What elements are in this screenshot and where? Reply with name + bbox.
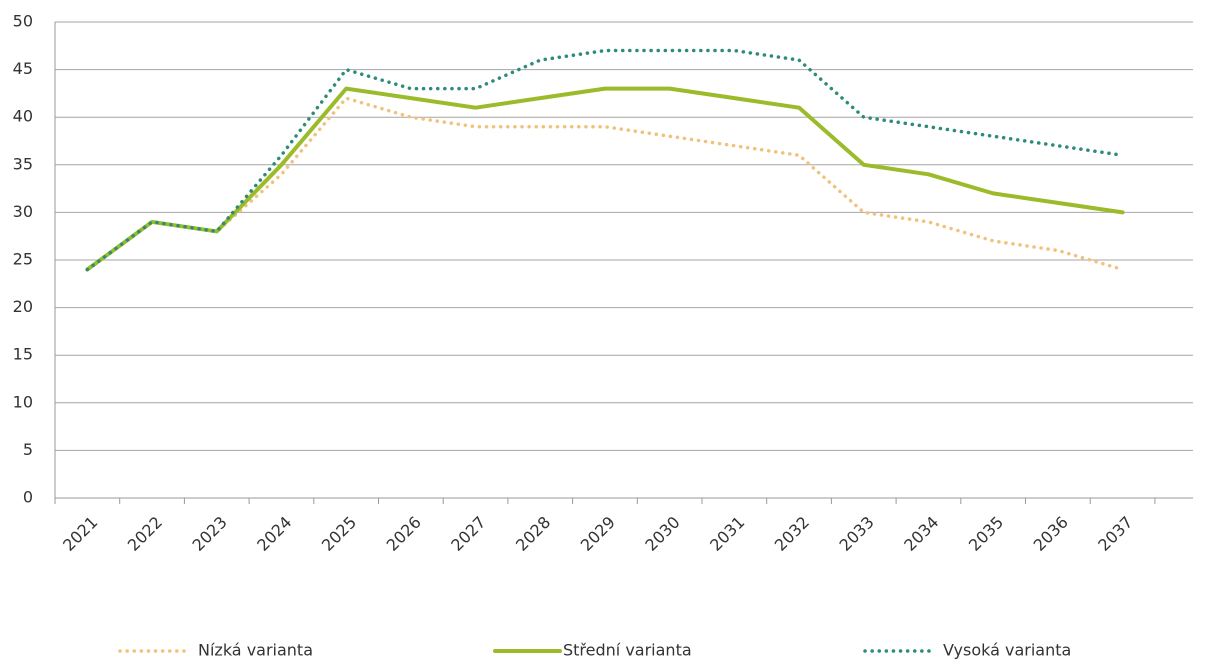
y-tick-label: 0 xyxy=(23,488,33,507)
y-tick-label: 35 xyxy=(13,154,33,173)
x-tick-label: 2024 xyxy=(253,513,295,555)
x-tick-label: 2036 xyxy=(1030,513,1072,555)
x-tick-label: 2027 xyxy=(447,513,489,555)
x-tick-label: 2030 xyxy=(641,513,683,555)
legend-label: Střední varianta xyxy=(563,641,692,660)
x-tick-label: 2033 xyxy=(836,513,878,555)
legend-label: Vysoká varianta xyxy=(943,641,1071,660)
series-line xyxy=(85,86,1125,272)
x-tick-label: 2023 xyxy=(189,513,231,555)
y-tick-label: 30 xyxy=(13,202,33,221)
x-tick-label: 2022 xyxy=(124,513,166,555)
x-tick-label: 2034 xyxy=(900,513,942,555)
x-tick-label: 2035 xyxy=(965,513,1007,555)
x-tick-label: 2025 xyxy=(318,513,360,555)
series-line xyxy=(85,48,1125,272)
x-tick-label: 2021 xyxy=(59,513,101,555)
y-tick-label: 25 xyxy=(13,250,33,269)
y-tick-label: 40 xyxy=(13,107,33,126)
y-tick-label: 20 xyxy=(13,297,33,316)
legend-label: Nízká varianta xyxy=(198,641,313,660)
y-tick-label: 5 xyxy=(23,440,33,459)
x-tick-label: 2031 xyxy=(706,513,748,555)
y-tick-label: 50 xyxy=(13,12,33,31)
x-tick-label: 2032 xyxy=(771,513,813,555)
y-tick-label: 15 xyxy=(13,345,33,364)
x-tick-label: 2028 xyxy=(512,513,554,555)
x-tick-label: 2029 xyxy=(577,513,619,555)
series-line xyxy=(85,96,1125,272)
y-tick-label: 45 xyxy=(13,59,33,78)
x-tick-label: 2026 xyxy=(383,513,425,555)
x-tick-label: 2037 xyxy=(1094,513,1136,555)
y-tick-label: 10 xyxy=(13,392,33,411)
